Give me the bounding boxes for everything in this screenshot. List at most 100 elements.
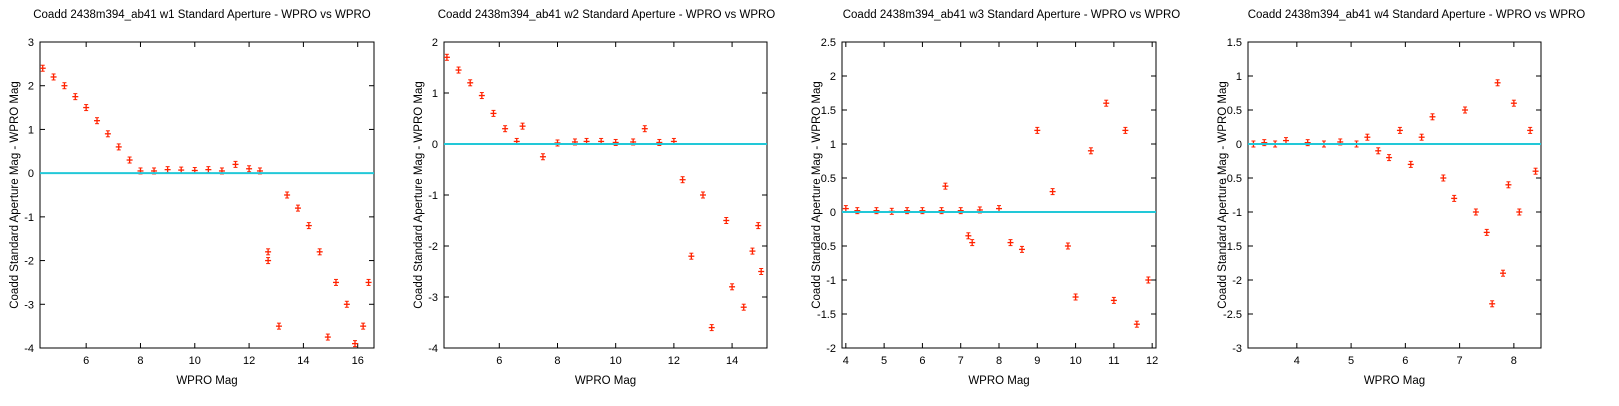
- data-point: [83, 104, 90, 112]
- data-point: [444, 53, 450, 61]
- y-axis-label: Coadd Standard Aperture Mag - WPRO Mag: [9, 81, 21, 309]
- data-point: [61, 82, 68, 90]
- x-tick-label: 11: [1108, 355, 1119, 367]
- y-tick-label: 0: [432, 139, 438, 151]
- chart-panel-w2: Coadd 2438m394_ab41 w2 Standard Aperture…: [404, 0, 809, 406]
- data-point: [164, 166, 171, 174]
- chart-panel-w1: Coadd 2438m394_ab41 w1 Standard Aperture…: [0, 0, 404, 406]
- y-tick-label: -1: [1232, 207, 1242, 219]
- y-tick-label: 1: [830, 139, 836, 151]
- data-layer: [444, 53, 765, 332]
- data-point: [758, 268, 765, 275]
- data-point: [104, 130, 111, 138]
- data-point: [1489, 300, 1496, 308]
- x-tick-label: 12: [1146, 355, 1158, 367]
- data-point: [40, 64, 46, 72]
- y-tick-label: -2: [428, 241, 438, 253]
- x-tick-label: 8: [554, 355, 560, 367]
- data-point: [1072, 293, 1079, 301]
- data-point: [699, 191, 706, 199]
- data-point: [1064, 242, 1071, 250]
- x-tick-label: 7: [958, 355, 964, 367]
- y-tick-label: 2: [432, 37, 438, 49]
- y-tick-label: 1.5: [821, 105, 836, 117]
- x-tick-label: 6: [919, 355, 925, 367]
- x-axis-label: WPRO Mag: [968, 375, 1029, 387]
- data-point: [115, 143, 122, 151]
- data-point: [1145, 276, 1152, 284]
- data-point: [502, 125, 509, 133]
- y-tick-label: -2: [1232, 275, 1242, 287]
- data-point: [1500, 269, 1507, 277]
- plot-frame: [39, 41, 375, 349]
- data-point: [708, 324, 715, 332]
- x-tick-label: 10: [1069, 355, 1081, 367]
- data-point: [1375, 147, 1382, 155]
- y-tick-label: -1: [826, 275, 836, 287]
- data-point: [305, 222, 312, 230]
- data-point: [723, 217, 730, 224]
- plot-frame: [1247, 41, 1542, 349]
- data-point: [126, 156, 133, 164]
- data-point: [679, 176, 686, 184]
- data-point: [1440, 174, 1447, 182]
- data-point: [729, 283, 736, 291]
- chart-title: Coadd 2438m394_ab41 w3 Standard Aperture…: [843, 9, 1181, 21]
- data-point: [755, 222, 762, 230]
- x-tick-label: 14: [726, 355, 738, 367]
- y-tick-label: 1: [1236, 71, 1242, 83]
- x-tick-label: 5: [1348, 355, 1354, 367]
- data-point: [554, 139, 561, 147]
- data-point: [365, 278, 372, 286]
- data-point: [1282, 137, 1289, 145]
- data-point: [316, 248, 323, 256]
- data-point: [50, 73, 57, 81]
- data-point: [1018, 245, 1025, 253]
- y-tick-label: -2: [826, 343, 836, 355]
- data-point: [455, 66, 462, 74]
- y-tick-label: 0: [1236, 139, 1242, 151]
- data-point: [1034, 126, 1041, 134]
- x-tick-label: 7: [1457, 355, 1463, 367]
- y-tick-label: 1.5: [1227, 37, 1242, 49]
- data-point: [1505, 181, 1512, 189]
- data-point: [1472, 208, 1479, 216]
- data-point: [996, 205, 1002, 213]
- data-point: [1451, 194, 1458, 202]
- y-tick-label: -3: [428, 292, 438, 304]
- data-point: [1007, 239, 1014, 247]
- y-tick-label: 0.5: [1227, 105, 1242, 117]
- data-point: [205, 166, 212, 174]
- data-point: [275, 322, 282, 330]
- chart-w3: Coadd 2438m394_ab41 w3 Standard Aperture…: [811, 9, 1181, 387]
- data-point: [1510, 99, 1517, 107]
- plot-frame: [841, 41, 1157, 349]
- data-point: [942, 182, 949, 190]
- x-tick-label: 10: [189, 355, 201, 367]
- data-point: [641, 125, 648, 133]
- x-tick-label: 6: [83, 355, 89, 367]
- data-point: [1049, 188, 1056, 196]
- data-point: [1407, 160, 1414, 168]
- data-point: [232, 160, 239, 168]
- data-point: [284, 191, 291, 199]
- y-tick-label: 0.5: [821, 173, 836, 185]
- x-tick-label: 6: [1402, 355, 1408, 367]
- y-tick-label: 1: [432, 88, 438, 100]
- x-axis-label: WPRO Mag: [1364, 375, 1425, 387]
- data-point: [1527, 126, 1534, 134]
- x-tick-label: 6: [496, 355, 502, 367]
- x-axis-label: WPRO Mag: [176, 375, 237, 387]
- data-point: [343, 300, 350, 308]
- y-tick-label: -2.5: [1223, 309, 1242, 321]
- data-point: [1418, 133, 1425, 141]
- data-point: [749, 247, 756, 255]
- y-axis-label: Coadd Standard Aperture Mag - WPRO Mag: [1217, 81, 1229, 309]
- x-tick-label: 12: [668, 355, 680, 367]
- data-point: [1087, 147, 1094, 155]
- y-tick-label: -1.5: [1223, 241, 1242, 253]
- y-tick-label: 1: [28, 124, 34, 136]
- data-point: [324, 333, 331, 341]
- y-tick-label: 2.5: [821, 37, 836, 49]
- chart-panel-w3: Coadd 2438m394_ab41 w3 Standard Aperture…: [809, 0, 1214, 406]
